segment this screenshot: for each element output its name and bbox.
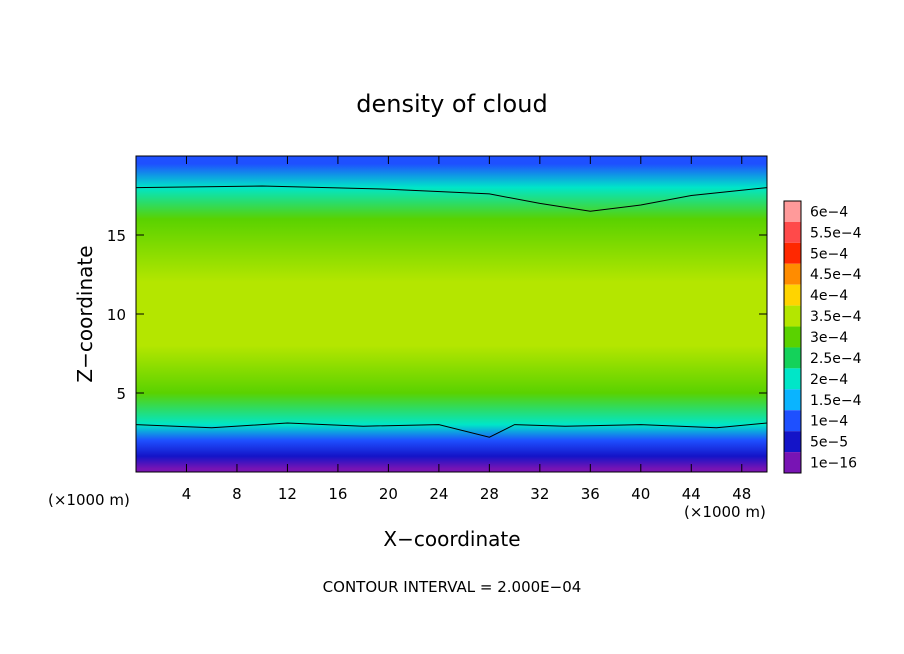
colorbar-swatch [784, 410, 801, 432]
y-axis: 5 10 15 [107, 227, 767, 403]
y-tick-label: 15 [107, 227, 126, 245]
colorbar-swatch [784, 242, 801, 264]
colorbar-swatch [784, 368, 801, 390]
colorbar-swatch [784, 431, 801, 453]
field-background [136, 156, 767, 472]
colorbar-swatch [784, 326, 801, 348]
colorbar-label: 4e−4 [810, 288, 848, 304]
x-tick-label: 4 [182, 485, 192, 503]
colorbar-label: 3.5e−4 [810, 309, 862, 325]
colorbar-label: 1e−4 [810, 414, 848, 430]
x-tick-label: 44 [682, 485, 701, 503]
colorbar-label: 2e−4 [810, 372, 848, 388]
contour-lines [136, 185, 767, 438]
x-unit-right: (×1000 m) [684, 503, 766, 521]
x-tick-label: 12 [278, 485, 297, 503]
y-axis-label: Z−coordinate [73, 245, 97, 382]
x-tick-label: 36 [581, 485, 600, 503]
colorbar-swatch [784, 347, 801, 369]
x-tick-label: 8 [232, 485, 242, 503]
chart-title: density of cloud [356, 90, 547, 118]
x-tick-label: 16 [328, 485, 347, 503]
x-unit-left: (×1000 m) [48, 491, 130, 509]
colorbar-swatch [784, 305, 801, 327]
colorbar-label: 1.5e−4 [810, 393, 862, 409]
colorbar-swatch [784, 263, 801, 285]
colorbar-swatch [784, 201, 801, 222]
contour-line [136, 185, 767, 212]
x-tick-label: 28 [480, 485, 499, 503]
colorbar-label: 5e−4 [810, 246, 848, 262]
colorbar-label: 3e−4 [810, 330, 848, 346]
contour-interval-footer: CONTOUR INTERVAL = 2.000E−04 [323, 578, 582, 596]
plot-area [135, 155, 768, 473]
x-tick-label: 32 [530, 485, 549, 503]
colorbar-label: 5e−5 [810, 435, 848, 451]
colorbar: 6e−4 5.5e−4 5e−4 4.5e−4 4e−4 3.5e−4 3e−4 2.5e−4… [783, 200, 862, 474]
colorbar-label: 5.5e−4 [810, 225, 862, 241]
colorbar-label: 1e−16 [810, 456, 857, 472]
colorbar-swatch [784, 452, 801, 473]
y-tick-label: 10 [107, 306, 126, 324]
contour-line [136, 422, 767, 438]
colorbar-label: 2.5e−4 [810, 351, 862, 367]
colorbar-label: 6e−4 [810, 204, 848, 220]
x-tick-label: 48 [732, 485, 751, 503]
colorbar-frame [783, 200, 802, 474]
x-tick-label: 40 [631, 485, 650, 503]
x-tick-label: 24 [429, 485, 448, 503]
x-axis-label: X−coordinate [383, 527, 520, 551]
colorbar-swatch [784, 221, 801, 243]
colorbar-swatch [784, 284, 801, 306]
y-tick-label: 5 [116, 385, 126, 403]
colorbar-label: 4.5e−4 [810, 267, 862, 283]
x-tick-label: 20 [379, 485, 398, 503]
colorbar-swatch [784, 389, 801, 411]
x-axis: 4 8 12 16 20 24 28 32 36 40 44 48 [182, 156, 751, 503]
